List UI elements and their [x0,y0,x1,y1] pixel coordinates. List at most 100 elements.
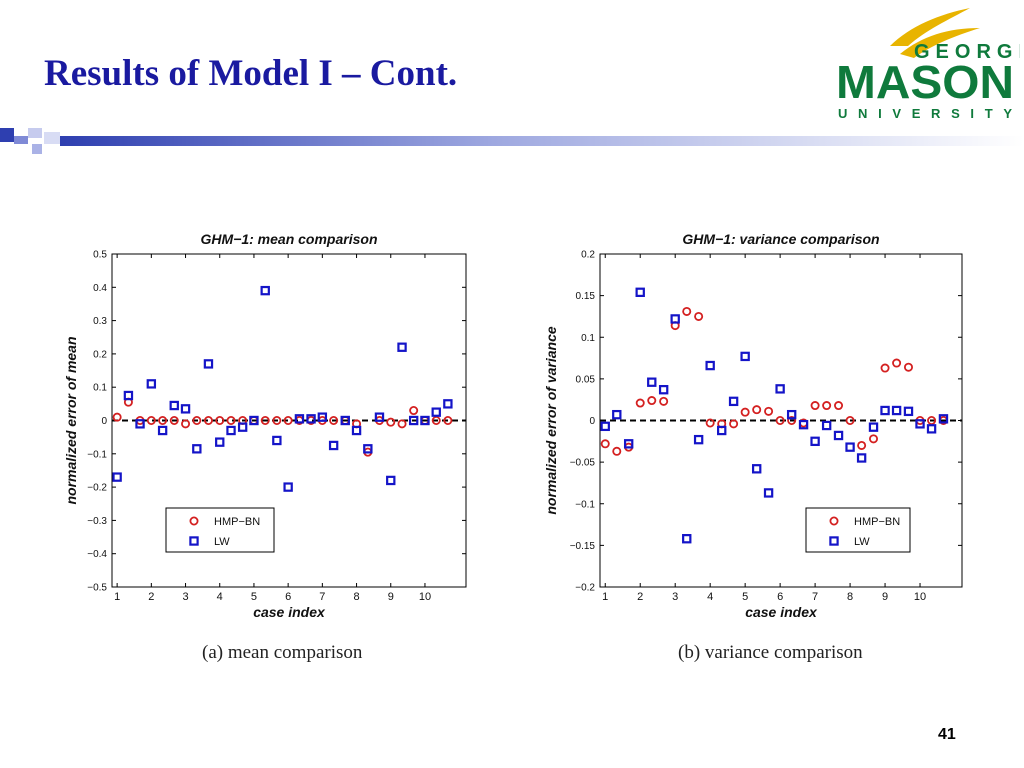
lw-point [810,436,820,447]
x-axis-label: case index [745,604,818,620]
hmp-bn-point [635,398,645,408]
hmp-bn-point [431,415,441,425]
lw-point [146,379,157,389]
hmp-bn-point [600,439,610,449]
hmp-bn-point [927,415,937,425]
lw-point [915,419,925,429]
x-tick-label: 6 [285,591,291,603]
lw-point [203,359,214,369]
hmp-bn-point [880,363,890,373]
lw-point [740,351,750,362]
y-tick-label: 0.3 [93,316,107,327]
lw-point [431,407,441,417]
caption-mean: (a) mean comparison [202,642,363,663]
hmp-bn-point [775,415,785,425]
hmp-bn-point [146,415,156,425]
chart-title: GHM−1: mean comparison [201,231,378,247]
y-tick-label: 0.05 [576,374,596,385]
logo-university: UNIVERSITY [838,106,1012,121]
legend-label: LW [214,536,230,548]
x-tick-label: 9 [882,591,888,603]
lw-point [635,287,645,297]
x-tick-label: 4 [217,591,223,603]
lw-point [938,414,949,424]
lw-point [682,534,692,544]
george-mason-logo: GEORGE MASON UNIVERSITY [836,8,1020,121]
lw-point [833,430,844,441]
y-tick-label: −0.1 [87,449,107,460]
lw-point [647,377,657,387]
lw-point [728,396,739,407]
legend-marker [189,516,199,526]
hmp-bn-point [226,415,236,425]
hmp-bn-point [283,415,293,425]
y-tick-label: −0.1 [575,499,595,510]
lw-point [192,444,202,454]
hmp-bn-point [834,401,844,411]
x-tick-label: 2 [637,591,643,603]
lw-point [903,406,914,417]
lw-point [237,422,248,432]
y-tick-label: −0.4 [87,549,107,560]
x-tick-label: 1 [114,591,120,603]
slide-title: Results of Model I – Cont. [44,53,458,94]
hmp-bn-point [329,415,339,425]
y-tick-label: −0.2 [87,483,107,494]
legend-marker [829,536,839,546]
legend-label: HMP−BN [854,516,900,528]
lw-point [612,409,622,420]
hmp-bn-point [694,311,704,321]
hmp-bn-point [112,412,122,422]
y-tick-label: −0.05 [570,458,596,469]
lw-point [443,399,453,409]
logo-george: GEORGE [914,41,1020,63]
lw-point [751,464,762,474]
lw-point [821,420,832,431]
lw-point [420,415,430,426]
y-axis-label: normalized error of mean [63,336,79,504]
hmp-bn-point [443,415,453,425]
laurel-swoosh-icon [890,8,970,46]
hmp-bn-point [272,415,282,425]
y-tick-label: 0.4 [93,283,107,294]
lw-point [397,342,407,352]
lw-point [693,434,704,445]
lw-point [786,409,797,420]
x-tick-label: 3 [182,591,188,603]
lw-point [845,442,855,452]
hmp-bn-point [203,415,213,425]
lw-point [798,419,809,430]
lw-point [351,425,362,436]
hmp-bn-point [787,415,797,425]
lw-point [856,453,867,463]
x-tick-label: 10 [914,591,926,603]
x-tick-label: 8 [847,591,853,603]
title-divider [0,128,1024,154]
lw-point [775,384,785,394]
laurel-swoosh-icon [900,28,980,58]
hmp-bn-point [764,406,774,416]
x-tick-label: 3 [672,591,678,603]
x-tick-label: 1 [602,591,608,603]
lw-point [658,384,669,395]
lw-point [123,390,134,401]
hmp-bn-point [158,415,168,425]
lw-point [374,412,385,422]
lw-point [328,440,339,451]
hmp-bn-point [845,415,855,425]
lw-point [135,419,145,429]
hmp-bn-point [682,306,692,316]
x-axis-label: case index [253,604,326,620]
hmp-bn-point [260,415,270,425]
lw-point [868,422,879,432]
y-tick-label: 0.2 [93,349,107,360]
hmp-bn-point [386,417,396,427]
y-tick-label: 0.15 [576,291,596,302]
lw-point [215,437,225,447]
lw-point [157,425,168,436]
legend-marker [829,516,839,526]
legend-box [805,507,911,553]
hmp-bn-point [181,419,191,429]
x-tick-label: 6 [777,591,783,603]
x-tick-label: 5 [742,591,748,603]
